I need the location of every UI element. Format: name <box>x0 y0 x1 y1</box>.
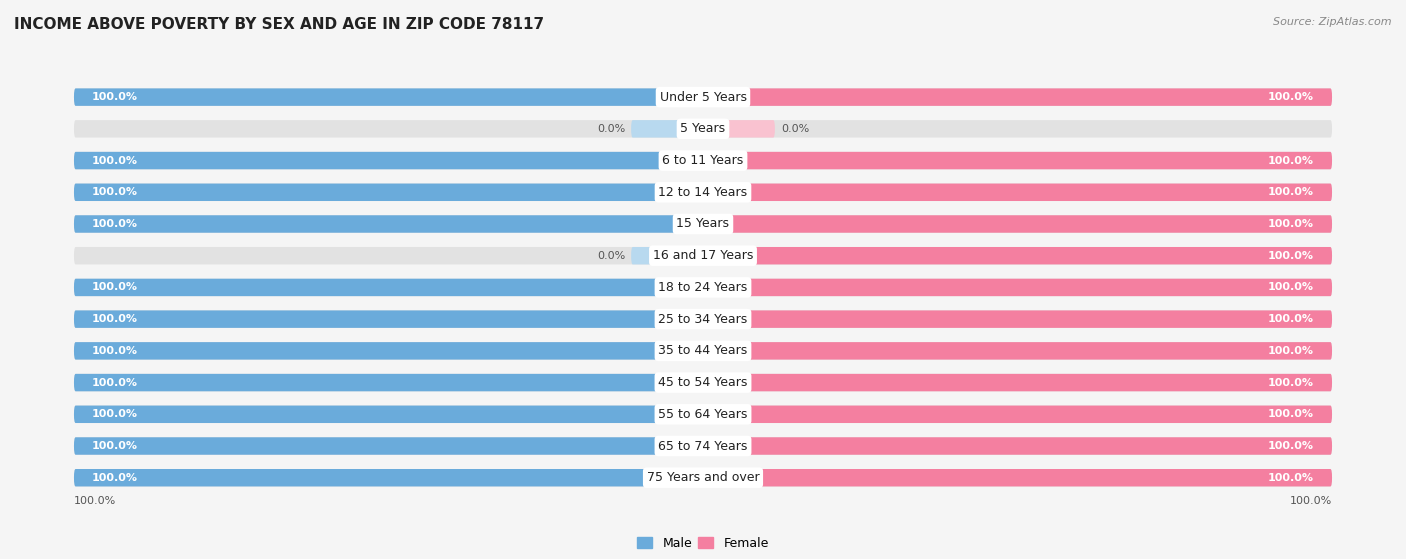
FancyBboxPatch shape <box>703 342 1331 359</box>
Text: INCOME ABOVE POVERTY BY SEX AND AGE IN ZIP CODE 78117: INCOME ABOVE POVERTY BY SEX AND AGE IN Z… <box>14 17 544 32</box>
Text: 15 Years: 15 Years <box>676 217 730 230</box>
FancyBboxPatch shape <box>75 406 703 423</box>
Text: 100.0%: 100.0% <box>91 219 138 229</box>
Text: 45 to 54 Years: 45 to 54 Years <box>658 376 748 389</box>
FancyBboxPatch shape <box>703 183 1331 201</box>
FancyBboxPatch shape <box>75 437 703 454</box>
Text: 100.0%: 100.0% <box>1268 219 1315 229</box>
FancyBboxPatch shape <box>703 215 1331 233</box>
Text: 100.0%: 100.0% <box>75 496 117 505</box>
Text: 100.0%: 100.0% <box>91 282 138 292</box>
FancyBboxPatch shape <box>703 279 1331 296</box>
FancyBboxPatch shape <box>75 152 703 169</box>
Legend: Male, Female: Male, Female <box>633 532 773 555</box>
Text: 100.0%: 100.0% <box>91 377 138 387</box>
FancyBboxPatch shape <box>631 247 703 264</box>
FancyBboxPatch shape <box>703 88 1331 106</box>
FancyBboxPatch shape <box>703 437 1331 454</box>
FancyBboxPatch shape <box>703 247 1331 264</box>
FancyBboxPatch shape <box>75 279 703 296</box>
Text: 100.0%: 100.0% <box>1268 92 1315 102</box>
FancyBboxPatch shape <box>703 152 1331 169</box>
Text: 75 Years and over: 75 Years and over <box>647 471 759 484</box>
Text: Under 5 Years: Under 5 Years <box>659 91 747 103</box>
Text: 100.0%: 100.0% <box>1268 441 1315 451</box>
FancyBboxPatch shape <box>75 183 703 201</box>
FancyBboxPatch shape <box>75 215 703 233</box>
Text: 100.0%: 100.0% <box>91 92 138 102</box>
Text: 0.0%: 0.0% <box>598 251 626 260</box>
FancyBboxPatch shape <box>75 310 703 328</box>
FancyBboxPatch shape <box>75 152 703 169</box>
Text: 18 to 24 Years: 18 to 24 Years <box>658 281 748 294</box>
FancyBboxPatch shape <box>703 152 1331 169</box>
Text: 6 to 11 Years: 6 to 11 Years <box>662 154 744 167</box>
Text: 100.0%: 100.0% <box>91 409 138 419</box>
FancyBboxPatch shape <box>75 342 703 359</box>
Text: 100.0%: 100.0% <box>91 187 138 197</box>
FancyBboxPatch shape <box>75 215 703 233</box>
Text: 100.0%: 100.0% <box>1268 282 1315 292</box>
Text: 100.0%: 100.0% <box>91 473 138 483</box>
FancyBboxPatch shape <box>703 247 1331 264</box>
FancyBboxPatch shape <box>703 374 1331 391</box>
Text: 5 Years: 5 Years <box>681 122 725 135</box>
FancyBboxPatch shape <box>75 469 703 486</box>
Text: 100.0%: 100.0% <box>1268 473 1315 483</box>
Text: 100.0%: 100.0% <box>1268 187 1315 197</box>
FancyBboxPatch shape <box>75 310 703 328</box>
FancyBboxPatch shape <box>703 406 1331 423</box>
FancyBboxPatch shape <box>75 374 703 391</box>
FancyBboxPatch shape <box>75 279 703 296</box>
FancyBboxPatch shape <box>75 406 703 423</box>
FancyBboxPatch shape <box>703 342 1331 359</box>
FancyBboxPatch shape <box>703 469 1331 486</box>
Text: 100.0%: 100.0% <box>1268 377 1315 387</box>
FancyBboxPatch shape <box>703 120 775 138</box>
Text: 65 to 74 Years: 65 to 74 Years <box>658 439 748 453</box>
FancyBboxPatch shape <box>703 215 1331 233</box>
Text: Source: ZipAtlas.com: Source: ZipAtlas.com <box>1274 17 1392 27</box>
Text: 0.0%: 0.0% <box>598 124 626 134</box>
FancyBboxPatch shape <box>75 183 703 201</box>
FancyBboxPatch shape <box>631 120 703 138</box>
Text: 100.0%: 100.0% <box>1268 409 1315 419</box>
FancyBboxPatch shape <box>703 279 1331 296</box>
Text: 100.0%: 100.0% <box>1268 155 1315 165</box>
FancyBboxPatch shape <box>703 183 1331 201</box>
Text: 100.0%: 100.0% <box>1289 496 1331 505</box>
FancyBboxPatch shape <box>75 437 703 454</box>
Text: 100.0%: 100.0% <box>1268 314 1315 324</box>
Text: 100.0%: 100.0% <box>1268 346 1315 356</box>
Text: 100.0%: 100.0% <box>91 314 138 324</box>
FancyBboxPatch shape <box>703 437 1331 454</box>
Text: 35 to 44 Years: 35 to 44 Years <box>658 344 748 357</box>
FancyBboxPatch shape <box>703 310 1331 328</box>
Text: 100.0%: 100.0% <box>1268 251 1315 260</box>
FancyBboxPatch shape <box>703 374 1331 391</box>
FancyBboxPatch shape <box>75 88 703 106</box>
FancyBboxPatch shape <box>703 406 1331 423</box>
Text: 0.0%: 0.0% <box>780 124 808 134</box>
FancyBboxPatch shape <box>703 88 1331 106</box>
FancyBboxPatch shape <box>703 120 1331 138</box>
FancyBboxPatch shape <box>75 247 703 264</box>
Text: 12 to 14 Years: 12 to 14 Years <box>658 186 748 199</box>
Text: 25 to 34 Years: 25 to 34 Years <box>658 312 748 326</box>
FancyBboxPatch shape <box>75 342 703 359</box>
FancyBboxPatch shape <box>703 469 1331 486</box>
FancyBboxPatch shape <box>75 88 703 106</box>
Text: 16 and 17 Years: 16 and 17 Years <box>652 249 754 262</box>
FancyBboxPatch shape <box>75 374 703 391</box>
Text: 100.0%: 100.0% <box>91 155 138 165</box>
Text: 100.0%: 100.0% <box>91 441 138 451</box>
Text: 100.0%: 100.0% <box>91 346 138 356</box>
FancyBboxPatch shape <box>75 469 703 486</box>
FancyBboxPatch shape <box>75 120 703 138</box>
Text: 55 to 64 Years: 55 to 64 Years <box>658 408 748 421</box>
FancyBboxPatch shape <box>703 310 1331 328</box>
